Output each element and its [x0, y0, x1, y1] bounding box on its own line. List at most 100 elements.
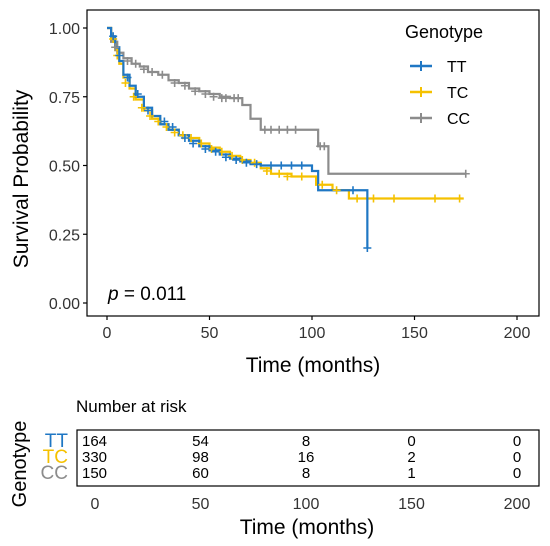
censor-mark-cc — [234, 94, 243, 103]
risk-table-x-label: Time (months) — [240, 516, 375, 539]
x-tick-label: 50 — [201, 325, 219, 342]
censor-mark-tt — [363, 244, 372, 252]
risk-row-label-tc: TC — [43, 447, 68, 468]
p-symbol: p — [107, 284, 119, 305]
censor-mark-cc — [148, 68, 157, 76]
risk-cell: 60 — [192, 465, 209, 482]
censor-mark-tc — [283, 172, 292, 181]
censor-mark-cc — [131, 59, 140, 68]
censor-mark-tt — [267, 161, 275, 170]
y-tick-label: 1.00 — [49, 21, 80, 38]
risk-cell: 0 — [513, 465, 521, 482]
risk-cell: 16 — [298, 449, 315, 466]
risk-row-label-tt: TT — [45, 431, 69, 452]
censor-mark-tt — [109, 32, 118, 41]
censor-mark-tc — [369, 194, 378, 203]
censor-mark-tc — [390, 194, 398, 203]
censor-mark-tt — [115, 51, 124, 60]
censor-mark-cc — [275, 125, 284, 134]
x-tick-label: 200 — [504, 325, 531, 342]
legend: Genotype TT TC CC — [405, 22, 483, 128]
risk-cell: 150 — [82, 465, 107, 482]
censor-mark-tc — [262, 167, 271, 175]
risk-cell: 8 — [302, 465, 310, 482]
risk-cell: 8 — [302, 433, 310, 450]
y-axis-label: Survival Probability — [10, 89, 33, 268]
risk-x-tick-label: 150 — [398, 496, 425, 513]
x-axis-label: Time (months) — [246, 354, 381, 377]
censor-mark-tc — [431, 194, 439, 203]
risk-x-tick-label: 200 — [504, 496, 531, 513]
censor-mark-cc — [461, 169, 470, 178]
y-axis-ticks: 0.00 0.25 0.50 0.75 1.00 — [49, 21, 87, 313]
risk-cell: 0 — [513, 449, 521, 466]
censor-mark-tt — [252, 160, 261, 169]
legend-label-tt: TT — [447, 59, 467, 76]
risk-x-tick-label: 0 — [91, 496, 100, 513]
censor-mark-cc — [123, 57, 132, 65]
censor-mark-tt — [133, 90, 142, 98]
risk-table-frame — [76, 429, 540, 487]
censor-mark-tt — [297, 161, 306, 170]
risk-table-y-label: Genotype — [9, 421, 31, 508]
censor-mark-cc — [201, 90, 210, 98]
censor-mark-cc — [267, 125, 275, 134]
censor-mark-cc — [291, 125, 300, 134]
risk-table-x-ticks: 0 50 100 150 200 — [91, 496, 531, 513]
censor-mark-tc — [137, 103, 146, 112]
censor-mark-tc — [228, 151, 237, 160]
risk-cell: 1 — [407, 465, 415, 482]
censor-mark-tc — [455, 194, 464, 203]
censor-mark-tt — [232, 156, 241, 164]
censor-mark-tt — [287, 161, 296, 170]
censor-mark-tt — [168, 123, 177, 131]
legend-label-cc: CC — [447, 111, 470, 128]
x-axis-ticks: 0 50 100 150 200 — [103, 316, 531, 342]
y-tick-label: 0.00 — [49, 296, 80, 313]
censor-mark-tc — [197, 139, 206, 148]
censor-mark-tc — [318, 180, 327, 189]
censor-mark-tc — [170, 128, 179, 137]
censor-mark-tc — [353, 194, 362, 203]
legend-label-tc: TC — [447, 85, 468, 102]
legend-title: Genotype — [405, 22, 483, 42]
plot-frame — [86, 9, 540, 317]
censor-mark-tt — [211, 147, 220, 156]
censor-mark-tt — [123, 73, 132, 82]
censor-mark-tc — [332, 186, 341, 195]
y-tick-label: 0.50 — [49, 159, 80, 176]
censor-mark-tt — [201, 145, 210, 153]
risk-cell: 2 — [407, 449, 415, 466]
censor-mark-cc — [320, 142, 329, 151]
censor-mark-tt — [180, 134, 189, 142]
risk-row-label-cc: CC — [41, 463, 68, 484]
risk-table: Number at risk Genotype TT 164 54 8 0 0TC 330 9… — [9, 397, 540, 539]
x-tick-label: 100 — [299, 325, 326, 342]
censor-mark-tc — [146, 112, 155, 120]
km-censor-marks — [109, 32, 470, 252]
censor-mark-tt — [349, 186, 357, 195]
risk-cell: 330 — [82, 449, 107, 466]
risk-x-tick-label: 50 — [192, 496, 210, 513]
censor-mark-tt — [189, 139, 198, 148]
censor-mark-cc — [111, 43, 120, 52]
censor-mark-cc — [209, 92, 218, 101]
censor-mark-cc — [191, 87, 200, 96]
risk-cell: 54 — [192, 433, 209, 450]
censor-mark-tt — [277, 161, 286, 170]
censor-mark-cc — [139, 65, 148, 74]
y-tick-label: 0.25 — [49, 227, 80, 244]
censor-mark-tc — [121, 79, 130, 87]
p-value-annotation: p = 0.011 — [107, 284, 186, 305]
risk-x-tick-label: 100 — [293, 496, 320, 513]
censor-mark-cc — [221, 94, 230, 103]
km-plot-panel: 0.00 0.25 0.50 0.75 1.00 0 50 100 150 200 Surviv… — [10, 9, 540, 377]
censor-mark-tt — [221, 153, 230, 162]
x-tick-label: 0 — [103, 325, 112, 342]
censor-mark-tc — [129, 92, 138, 101]
y-tick-label: 0.75 — [49, 90, 80, 107]
censor-mark-tc — [297, 172, 306, 181]
censor-mark-tc — [275, 169, 284, 178]
censor-mark-cc — [283, 125, 292, 134]
